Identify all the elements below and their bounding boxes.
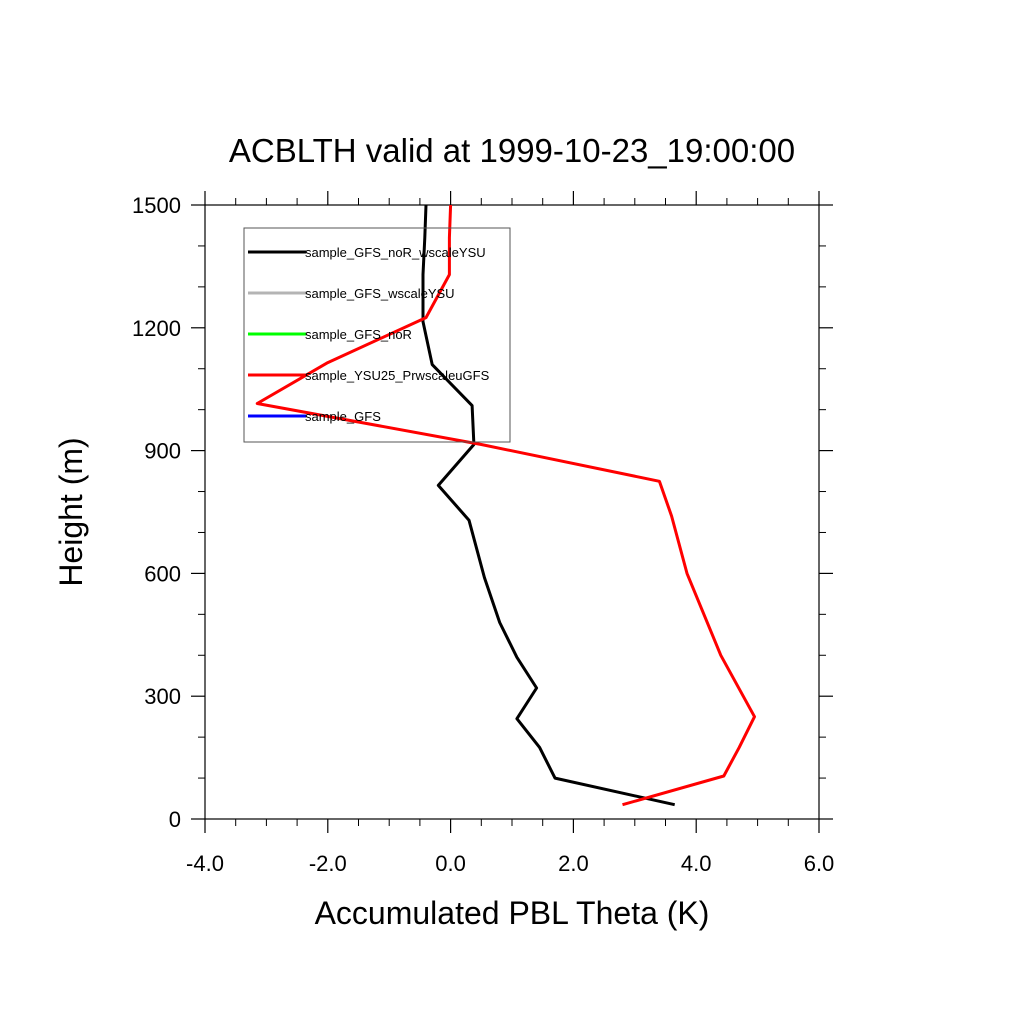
legend-label: sample_GFS_noR_wscaleYSU xyxy=(305,245,486,260)
y-tick-label: 1200 xyxy=(132,316,181,341)
x-tick-label: -2.0 xyxy=(309,851,347,876)
x-tick-label: -4.0 xyxy=(186,851,224,876)
legend-box xyxy=(243,227,511,443)
y-axis-label: Height (m) xyxy=(53,437,89,586)
legend-label: sample_GFS_wscaleYSU xyxy=(305,286,455,301)
series-line-sample-ysu25-prwscaleugfs xyxy=(255,204,756,807)
y-tick-label: 1500 xyxy=(132,193,181,218)
y-tick-label: 300 xyxy=(144,684,181,709)
y-tick-label: 0 xyxy=(169,807,181,832)
legend-label: sample_YSU25_PrwscaleuGFS xyxy=(305,368,490,383)
x-tick-label: 6.0 xyxy=(804,851,835,876)
x-tick-label: 0.0 xyxy=(435,851,466,876)
legend: sample_GFS_noR_wscaleYSU sample_GFS_wscal… xyxy=(243,227,511,443)
x-tick-label: 2.0 xyxy=(558,851,589,876)
legend-label: sample_GFS_noR xyxy=(305,327,412,342)
y-tick-label: 600 xyxy=(144,561,181,586)
series-line-sample-gfs-nor-wscaleysu xyxy=(421,204,676,807)
chart-title: ACBLTH valid at 1999-10-23_19:00:00 xyxy=(229,132,795,169)
legend-label: sample_GFS xyxy=(305,409,381,424)
plot-area: -4.0 -2.0 0.0 2.0 4.0 6.0 0 300 600 900 1200 1500 xyxy=(132,191,834,876)
y-tick-label: 900 xyxy=(144,439,181,464)
series-layer xyxy=(255,204,756,807)
axis-ticks: -4.0 -2.0 0.0 2.0 4.0 6.0 0 300 600 900 1200 1500 xyxy=(132,191,834,876)
x-axis-label: Accumulated PBL Theta (K) xyxy=(315,895,710,931)
x-tick-label: 4.0 xyxy=(681,851,712,876)
